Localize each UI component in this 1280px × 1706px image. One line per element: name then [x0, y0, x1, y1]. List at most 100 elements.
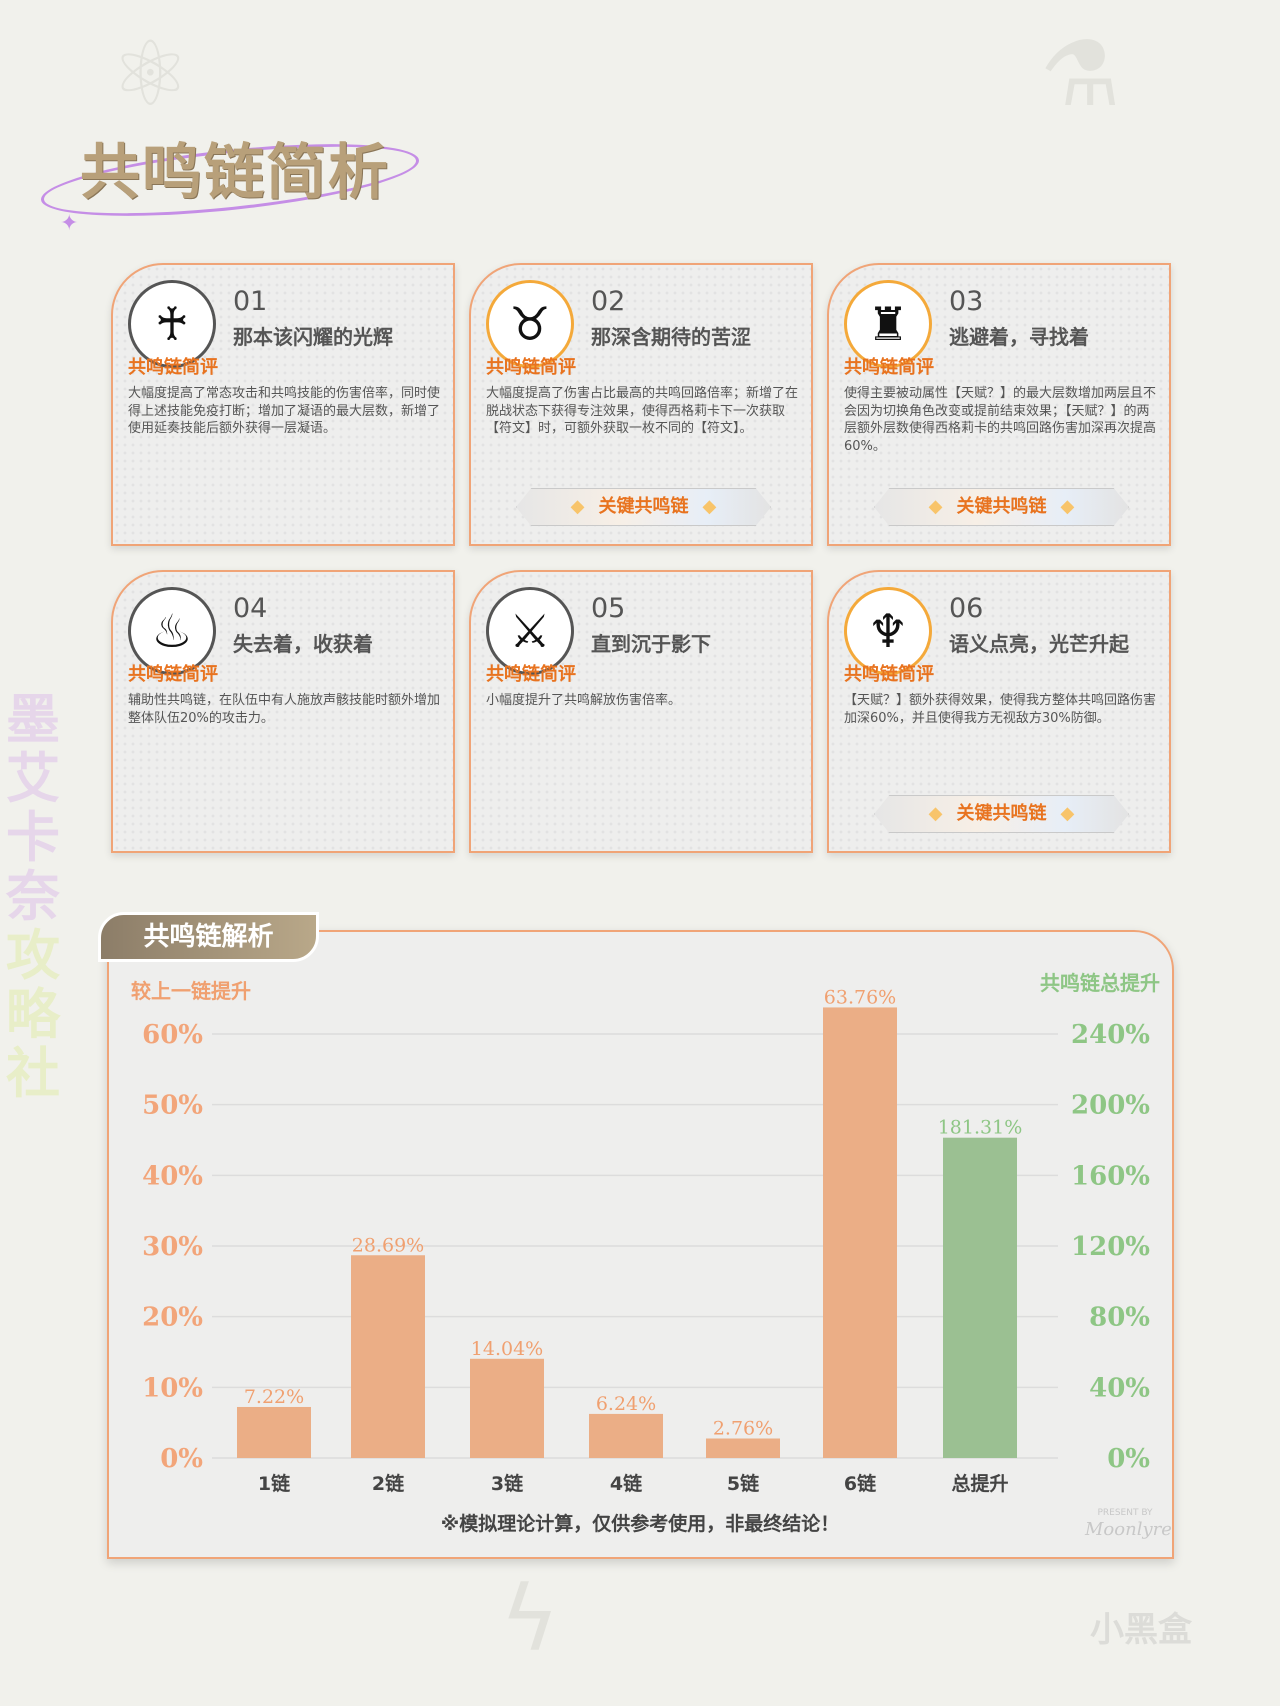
resonance-chain-1-icon: ♰ [128, 280, 216, 368]
present-label: PRESENT BY [1097, 1508, 1153, 1518]
x-tick-label: 4链 [610, 1472, 642, 1495]
x-tick-label: 3链 [491, 1472, 523, 1495]
resonance-chain-card: ♉ 02 那深含期待的苦涩 共鸣链简评 大幅度提高了伤害占比最高的共鸣回路倍率；… [469, 263, 813, 546]
resonance-chain-5-icon: ⚔ [486, 587, 574, 675]
bar [351, 1255, 425, 1458]
card-number: 05 [591, 593, 626, 624]
right-tick-label: 200% [1071, 1091, 1150, 1121]
card-heading: 共鸣链简评 [128, 664, 218, 685]
left-tick-label: 10% [142, 1373, 203, 1403]
bar [470, 1358, 544, 1458]
diamond-icon: ◆ [928, 803, 943, 824]
card-number: 02 [591, 286, 626, 317]
key-chain-badge: ◆ 关键共鸣链 ◆ [516, 488, 771, 526]
card-number: 03 [949, 286, 984, 317]
left-tick-label: 60% [142, 1020, 203, 1050]
data-label: 63.76% [824, 986, 896, 1008]
card-body: 大幅度提高了伤害占比最高的共鸣回路倍率；新增了在脱战状态下获得专注效果，使得西格… [486, 386, 799, 436]
data-label: 6.24% [596, 1393, 656, 1415]
side-watermark-part2: 攻略社 [6, 923, 60, 1105]
section-tab: 共鸣链解析 [98, 912, 319, 962]
card-number: 06 [949, 593, 984, 624]
resonance-chain-card: ♜ 03 逃避着，寻找着 共鸣链简评 使得主要被动属性【天赋？】的最大层数增加两… [827, 263, 1171, 546]
right-axis-label: 共鸣链总提升 [1040, 971, 1160, 995]
key-chain-badge: ◆ 关键共鸣链 ◆ [874, 795, 1129, 833]
diamond-icon: ◆ [702, 496, 717, 517]
left-tick-label: 50% [142, 1091, 203, 1121]
card-heading: 共鸣链简评 [844, 357, 934, 378]
resonance-chain-card: ♨ 04 失去着，收获着 共鸣链简评 辅助性共鸣链，在队伍中有人施放声骸技能时额… [111, 570, 455, 853]
card-body: 使得主要被动属性【天赋？】的最大层数增加两层且不会因为切换角色改变或提前结束效果… [844, 386, 1157, 454]
right-tick-label: 120% [1071, 1232, 1150, 1262]
card-title: 语义点亮，光芒升起 [949, 632, 1129, 656]
card-title: 直到沉于影下 [591, 632, 711, 656]
card-heading: 共鸣链简评 [128, 357, 218, 378]
key-chain-label: 关键共鸣链 [956, 803, 1047, 824]
right-tick-label: 80% [1089, 1303, 1150, 1333]
right-tick-label: 160% [1071, 1161, 1150, 1191]
card-title: 逃避着，寻找着 [949, 325, 1089, 349]
x-tick-label: 总提升 [951, 1472, 1008, 1495]
bar [706, 1438, 780, 1458]
card-title: 那本该闪耀的光辉 [233, 325, 393, 349]
resonance-chain-4-icon: ♨ [128, 587, 216, 675]
resonance-chain-2-icon: ♉ [486, 280, 574, 368]
card-title: 失去着，收获着 [233, 632, 373, 656]
left-tick-label: 0% [160, 1444, 203, 1474]
right-tick-label: 0% [1107, 1444, 1150, 1474]
page-title-block: 共鸣链简析 ✦ [37, 130, 423, 240]
card-heading: 共鸣链简评 [486, 664, 576, 685]
card-heading: 共鸣链简评 [844, 664, 934, 685]
right-tick-label: 40% [1089, 1373, 1150, 1403]
key-chain-badge: ◆ 关键共鸣链 ◆ [874, 488, 1129, 526]
key-chain-label: 关键共鸣链 [598, 496, 689, 517]
resonance-chain-6-icon: ♆ [844, 587, 932, 675]
card-body: 小幅度提升了共鸣解放伤害倍率。 [486, 693, 682, 708]
bar [823, 1007, 897, 1458]
resonance-chain-card: ♰ 01 那本该闪耀的光辉 共鸣链简评 大幅度提高了常态攻击和共鸣技能的伤害倍率… [111, 263, 455, 546]
diamond-icon: ◆ [1060, 803, 1075, 824]
lightning-bg-icon: ϟ [500, 1567, 560, 1672]
card-number: 04 [233, 593, 268, 624]
bar [237, 1406, 311, 1458]
diamond-icon: ◆ [928, 496, 943, 517]
right-tick-label: 240% [1071, 1020, 1150, 1050]
card-body: 大幅度提高了常态攻击和共鸣技能的伤害倍率，同时使得上述技能免疫打断；增加了凝语的… [128, 386, 441, 436]
bar [943, 1137, 1017, 1458]
present-by-signature: PRESENT BY Moonlyre [1085, 1508, 1172, 1541]
sparkle-icon: ✦ [60, 211, 79, 236]
left-tick-label: 20% [142, 1303, 203, 1333]
chart-footnote: ※模拟理论计算，仅供参考使用，非最终结论！ [441, 1512, 839, 1535]
data-label: 181.31% [938, 1117, 1023, 1139]
card-number: 01 [233, 286, 268, 317]
card-title: 那深含期待的苦涩 [591, 325, 751, 349]
card-heading: 共鸣链简评 [486, 357, 576, 378]
left-axis-label: 较上一链提升 [131, 979, 251, 1003]
resonance-chain-3-icon: ♜ [844, 280, 932, 368]
card-body: 辅助性共鸣链，在队伍中有人施放声骸技能时额外增加整体队伍20%的攻击力。 [128, 693, 441, 726]
data-label: 7.22% [244, 1386, 304, 1408]
left-tick-label: 40% [142, 1161, 203, 1191]
diamond-icon: ◆ [570, 496, 585, 517]
brand-watermark: 小黑盒 [1090, 1610, 1192, 1650]
x-tick-label: 1链 [258, 1472, 290, 1495]
resonance-chain-card: ♆ 06 语义点亮，光芒升起 共鸣链简评 【天赋？】额外获得效果，使得我方整体共… [827, 570, 1171, 853]
resonance-chain-card: ⚔ 05 直到沉于影下 共鸣链简评 小幅度提升了共鸣解放伤害倍率。 [469, 570, 813, 853]
x-tick-label: 2链 [372, 1472, 404, 1495]
card-body: 【天赋？】额外获得效果，使得我方整体共鸣回路伤害加深60%，并且使得我方无视敌方… [844, 693, 1157, 726]
diamond-icon: ◆ [1060, 496, 1075, 517]
page-title: 共鸣链简析 [80, 138, 390, 208]
key-chain-label: 关键共鸣链 [956, 496, 1047, 517]
atom-bg-icon: ⚛ [110, 22, 191, 127]
x-tick-label: 6链 [844, 1472, 876, 1495]
data-label: 2.76% [713, 1417, 773, 1439]
bar [589, 1413, 663, 1458]
flask-bg-icon: ⚗ [1040, 22, 1121, 127]
data-label: 14.04% [471, 1338, 543, 1360]
x-tick-label: 5链 [727, 1472, 759, 1495]
data-label: 28.69% [352, 1234, 424, 1256]
side-watermark: 墨艾卡奈攻略社 [6, 690, 66, 1103]
signature: Moonlyre [1085, 1519, 1172, 1540]
side-watermark-part1: 墨艾卡奈 [6, 687, 60, 928]
